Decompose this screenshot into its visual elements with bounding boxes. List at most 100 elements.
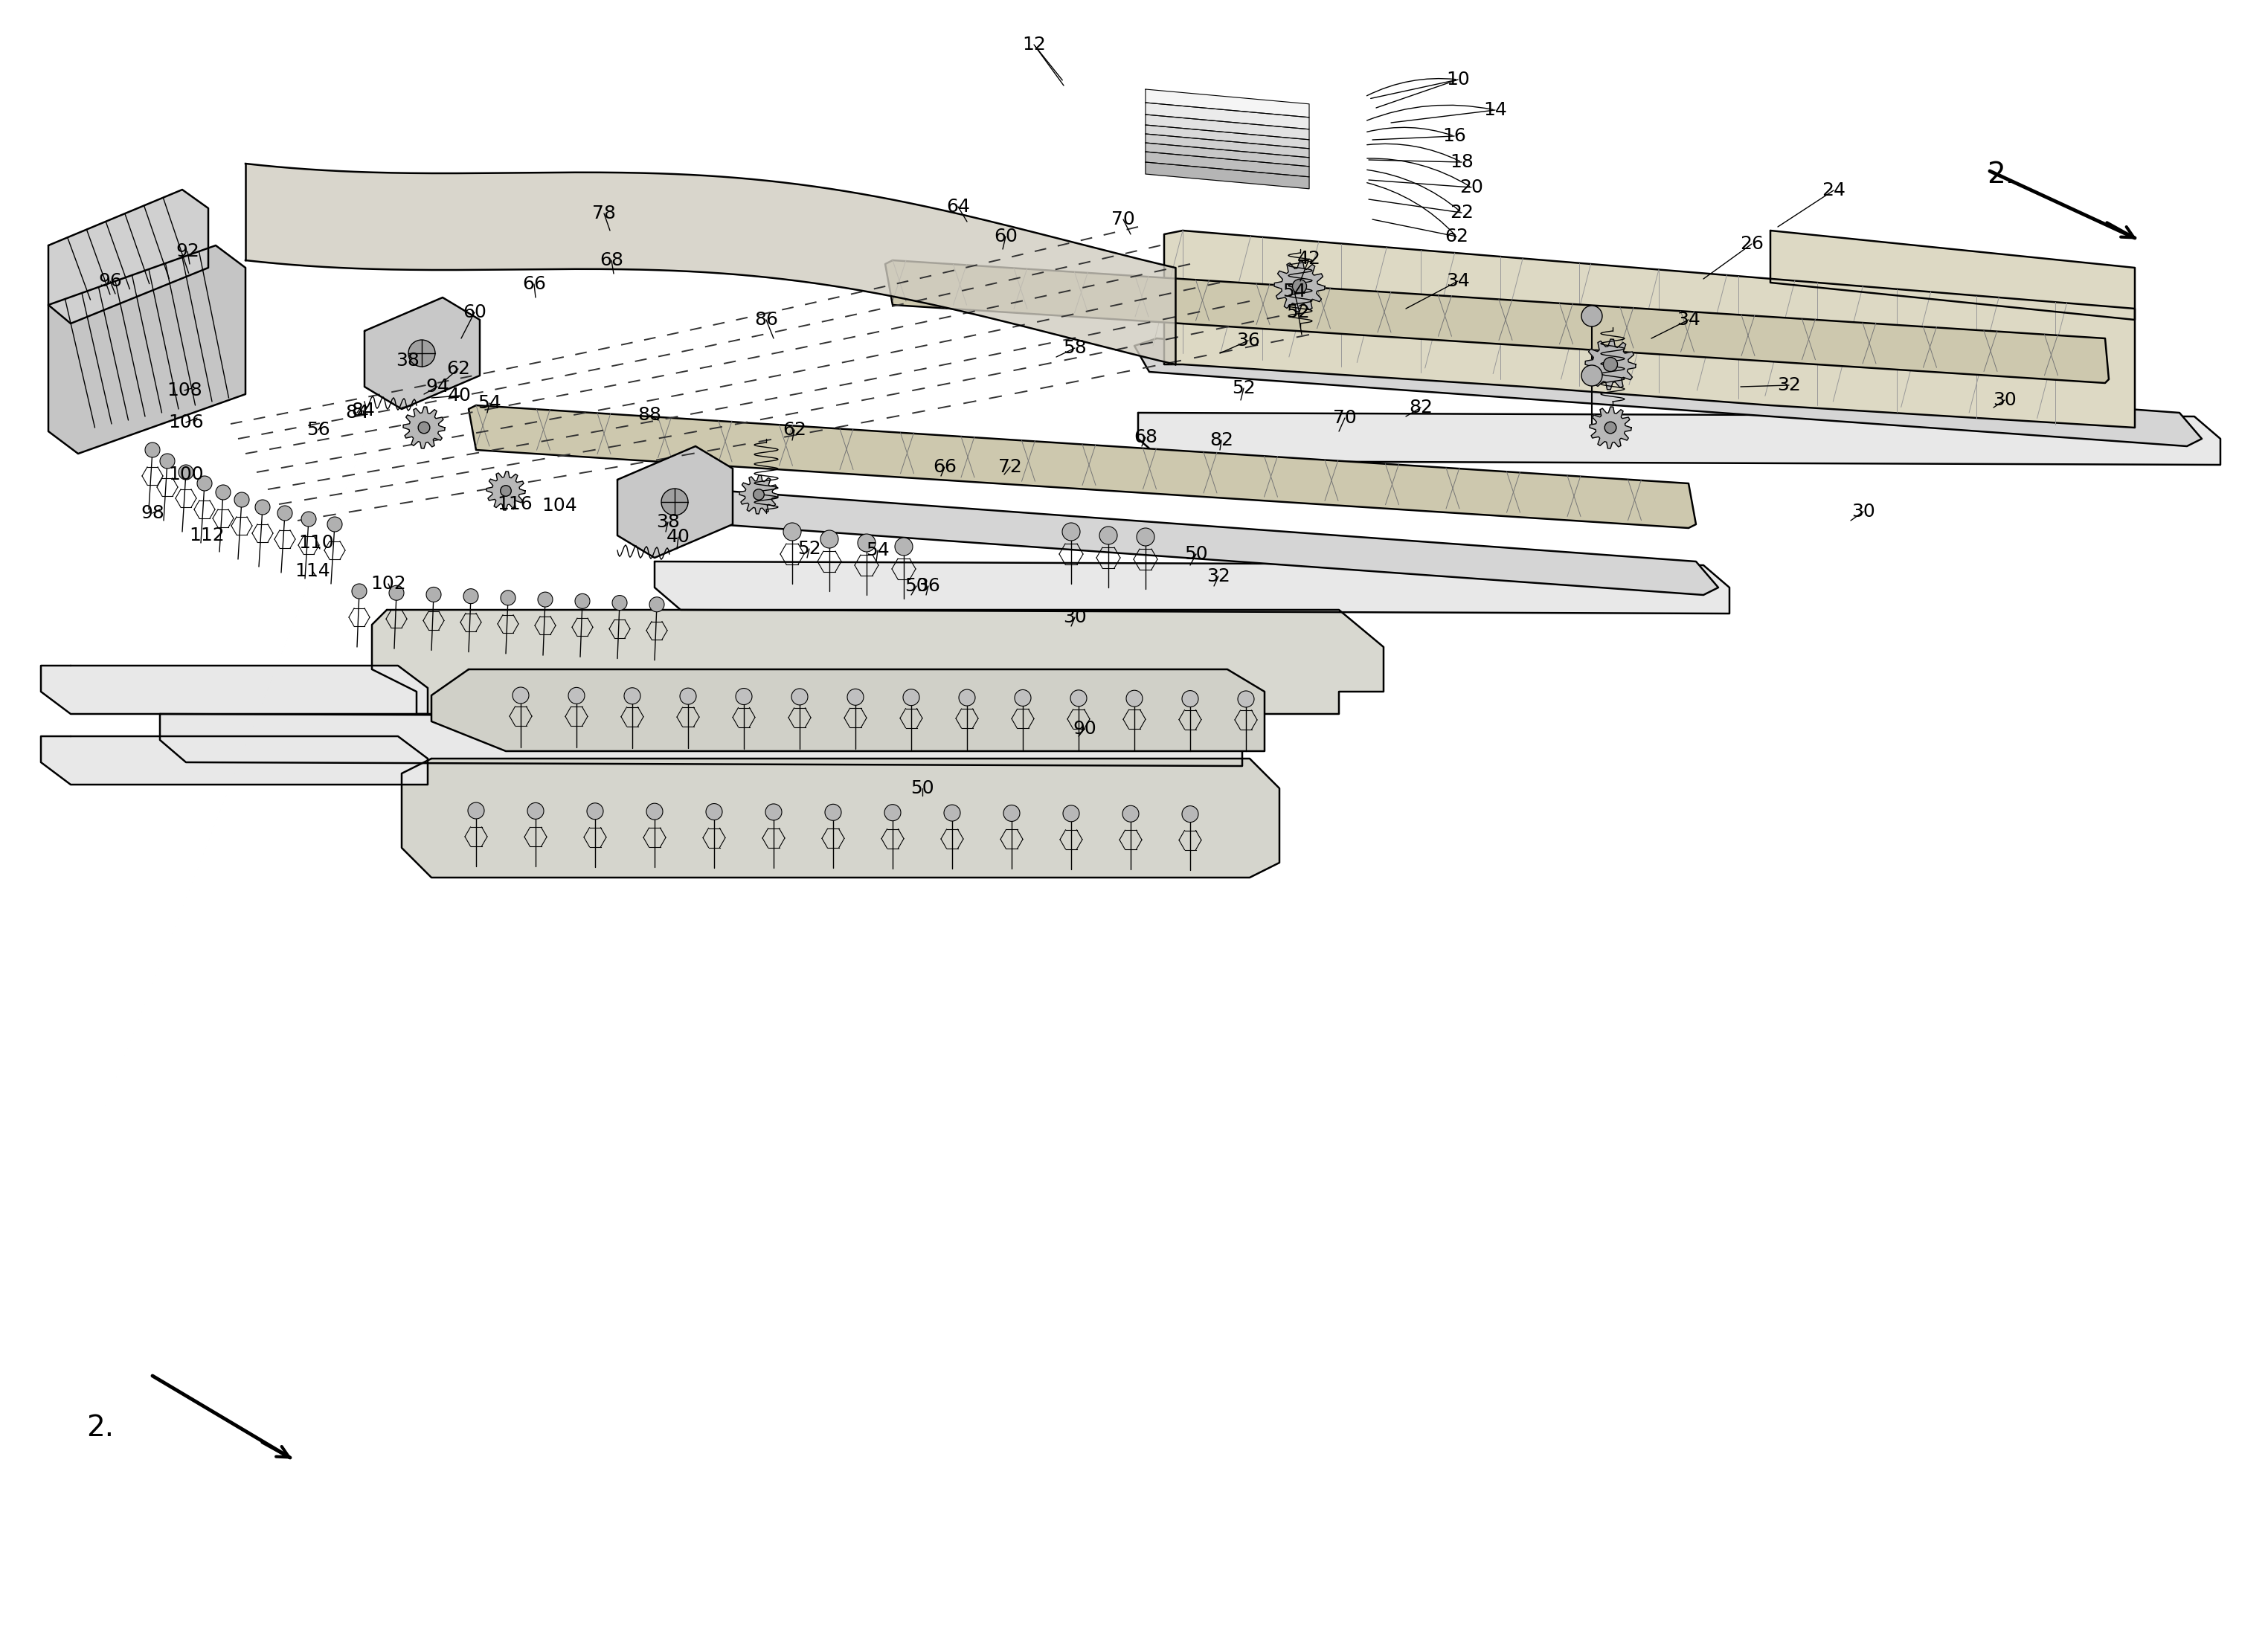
- Circle shape: [705, 804, 721, 821]
- Polygon shape: [1145, 162, 1309, 188]
- Polygon shape: [1145, 102, 1309, 129]
- Text: 42: 42: [1297, 249, 1320, 267]
- Text: 36: 36: [1236, 332, 1261, 350]
- Text: 84: 84: [352, 401, 374, 419]
- Text: 54: 54: [1281, 282, 1306, 300]
- Polygon shape: [401, 758, 1279, 878]
- Text: 68: 68: [599, 251, 624, 269]
- Text: 22: 22: [1449, 203, 1474, 221]
- Circle shape: [753, 489, 764, 500]
- Circle shape: [1064, 806, 1080, 822]
- Polygon shape: [651, 487, 1719, 594]
- Circle shape: [649, 598, 665, 613]
- Circle shape: [821, 530, 839, 548]
- Text: 20: 20: [1461, 178, 1483, 196]
- Circle shape: [896, 538, 912, 555]
- Circle shape: [1293, 279, 1306, 294]
- Circle shape: [513, 687, 528, 703]
- Text: 100: 100: [168, 466, 204, 484]
- Text: 52: 52: [1286, 304, 1311, 322]
- Text: 2.: 2.: [1987, 160, 2014, 188]
- Circle shape: [826, 804, 841, 821]
- Text: 84: 84: [345, 404, 370, 421]
- Text: 98: 98: [141, 504, 163, 522]
- Text: 36: 36: [916, 578, 941, 594]
- Polygon shape: [41, 736, 429, 784]
- Polygon shape: [739, 475, 778, 513]
- Text: 64: 64: [946, 198, 971, 216]
- Polygon shape: [1145, 125, 1309, 149]
- Text: 70: 70: [1111, 210, 1134, 228]
- Circle shape: [857, 533, 875, 551]
- Circle shape: [501, 591, 515, 606]
- Text: 32: 32: [1207, 568, 1229, 586]
- Polygon shape: [1275, 261, 1325, 312]
- Circle shape: [215, 485, 231, 500]
- Polygon shape: [404, 406, 445, 449]
- Circle shape: [327, 517, 342, 532]
- Circle shape: [903, 688, 919, 705]
- Circle shape: [624, 688, 640, 703]
- Circle shape: [1581, 365, 1601, 386]
- Text: 14: 14: [1483, 101, 1506, 119]
- Circle shape: [145, 442, 161, 457]
- Text: 92: 92: [175, 243, 200, 261]
- Text: 90: 90: [1073, 720, 1095, 738]
- Polygon shape: [1145, 89, 1309, 117]
- Circle shape: [792, 688, 807, 705]
- Text: 114: 114: [295, 563, 331, 580]
- Text: 12: 12: [1023, 36, 1046, 53]
- Circle shape: [463, 589, 479, 604]
- Circle shape: [1603, 357, 1617, 371]
- Text: 62: 62: [447, 360, 469, 378]
- Polygon shape: [617, 446, 733, 558]
- Circle shape: [1002, 806, 1021, 822]
- Polygon shape: [1771, 231, 2134, 320]
- Text: 106: 106: [168, 413, 204, 431]
- Circle shape: [662, 489, 687, 515]
- Polygon shape: [1145, 142, 1309, 167]
- Text: 40: 40: [667, 528, 689, 546]
- Text: 30: 30: [1064, 608, 1086, 626]
- Polygon shape: [469, 404, 1696, 528]
- Circle shape: [426, 588, 440, 603]
- Text: 94: 94: [426, 378, 449, 396]
- Text: 32: 32: [1778, 376, 1801, 395]
- Circle shape: [1070, 690, 1086, 707]
- Text: 66: 66: [522, 276, 547, 292]
- Text: 88: 88: [637, 406, 662, 424]
- Polygon shape: [1145, 152, 1309, 177]
- Text: 2.: 2.: [86, 1413, 113, 1441]
- Text: 54: 54: [479, 395, 501, 413]
- Circle shape: [352, 584, 367, 599]
- Polygon shape: [431, 669, 1266, 751]
- Polygon shape: [365, 297, 481, 409]
- Text: 96: 96: [98, 272, 122, 291]
- Circle shape: [764, 804, 782, 821]
- Circle shape: [782, 523, 801, 540]
- Text: 10: 10: [1447, 71, 1470, 89]
- Polygon shape: [41, 665, 429, 713]
- Circle shape: [1182, 690, 1198, 707]
- Text: 60: 60: [993, 228, 1018, 246]
- Text: 78: 78: [592, 205, 617, 223]
- Text: 108: 108: [168, 381, 202, 400]
- Text: 38: 38: [397, 352, 420, 370]
- Text: 50: 50: [1184, 545, 1209, 563]
- Circle shape: [1014, 690, 1032, 707]
- Polygon shape: [1139, 413, 2220, 466]
- Circle shape: [569, 687, 585, 703]
- Text: 34: 34: [1447, 272, 1470, 291]
- Circle shape: [501, 485, 510, 497]
- Text: 18: 18: [1449, 154, 1474, 172]
- Text: 68: 68: [1134, 428, 1157, 446]
- Polygon shape: [1145, 114, 1309, 140]
- Text: 62: 62: [782, 421, 807, 439]
- Text: 56: 56: [306, 421, 331, 439]
- Polygon shape: [1163, 231, 2134, 428]
- Polygon shape: [48, 190, 209, 324]
- Text: 82: 82: [1209, 431, 1234, 449]
- Text: 50: 50: [912, 779, 934, 797]
- Text: 116: 116: [497, 495, 533, 513]
- Polygon shape: [48, 246, 245, 454]
